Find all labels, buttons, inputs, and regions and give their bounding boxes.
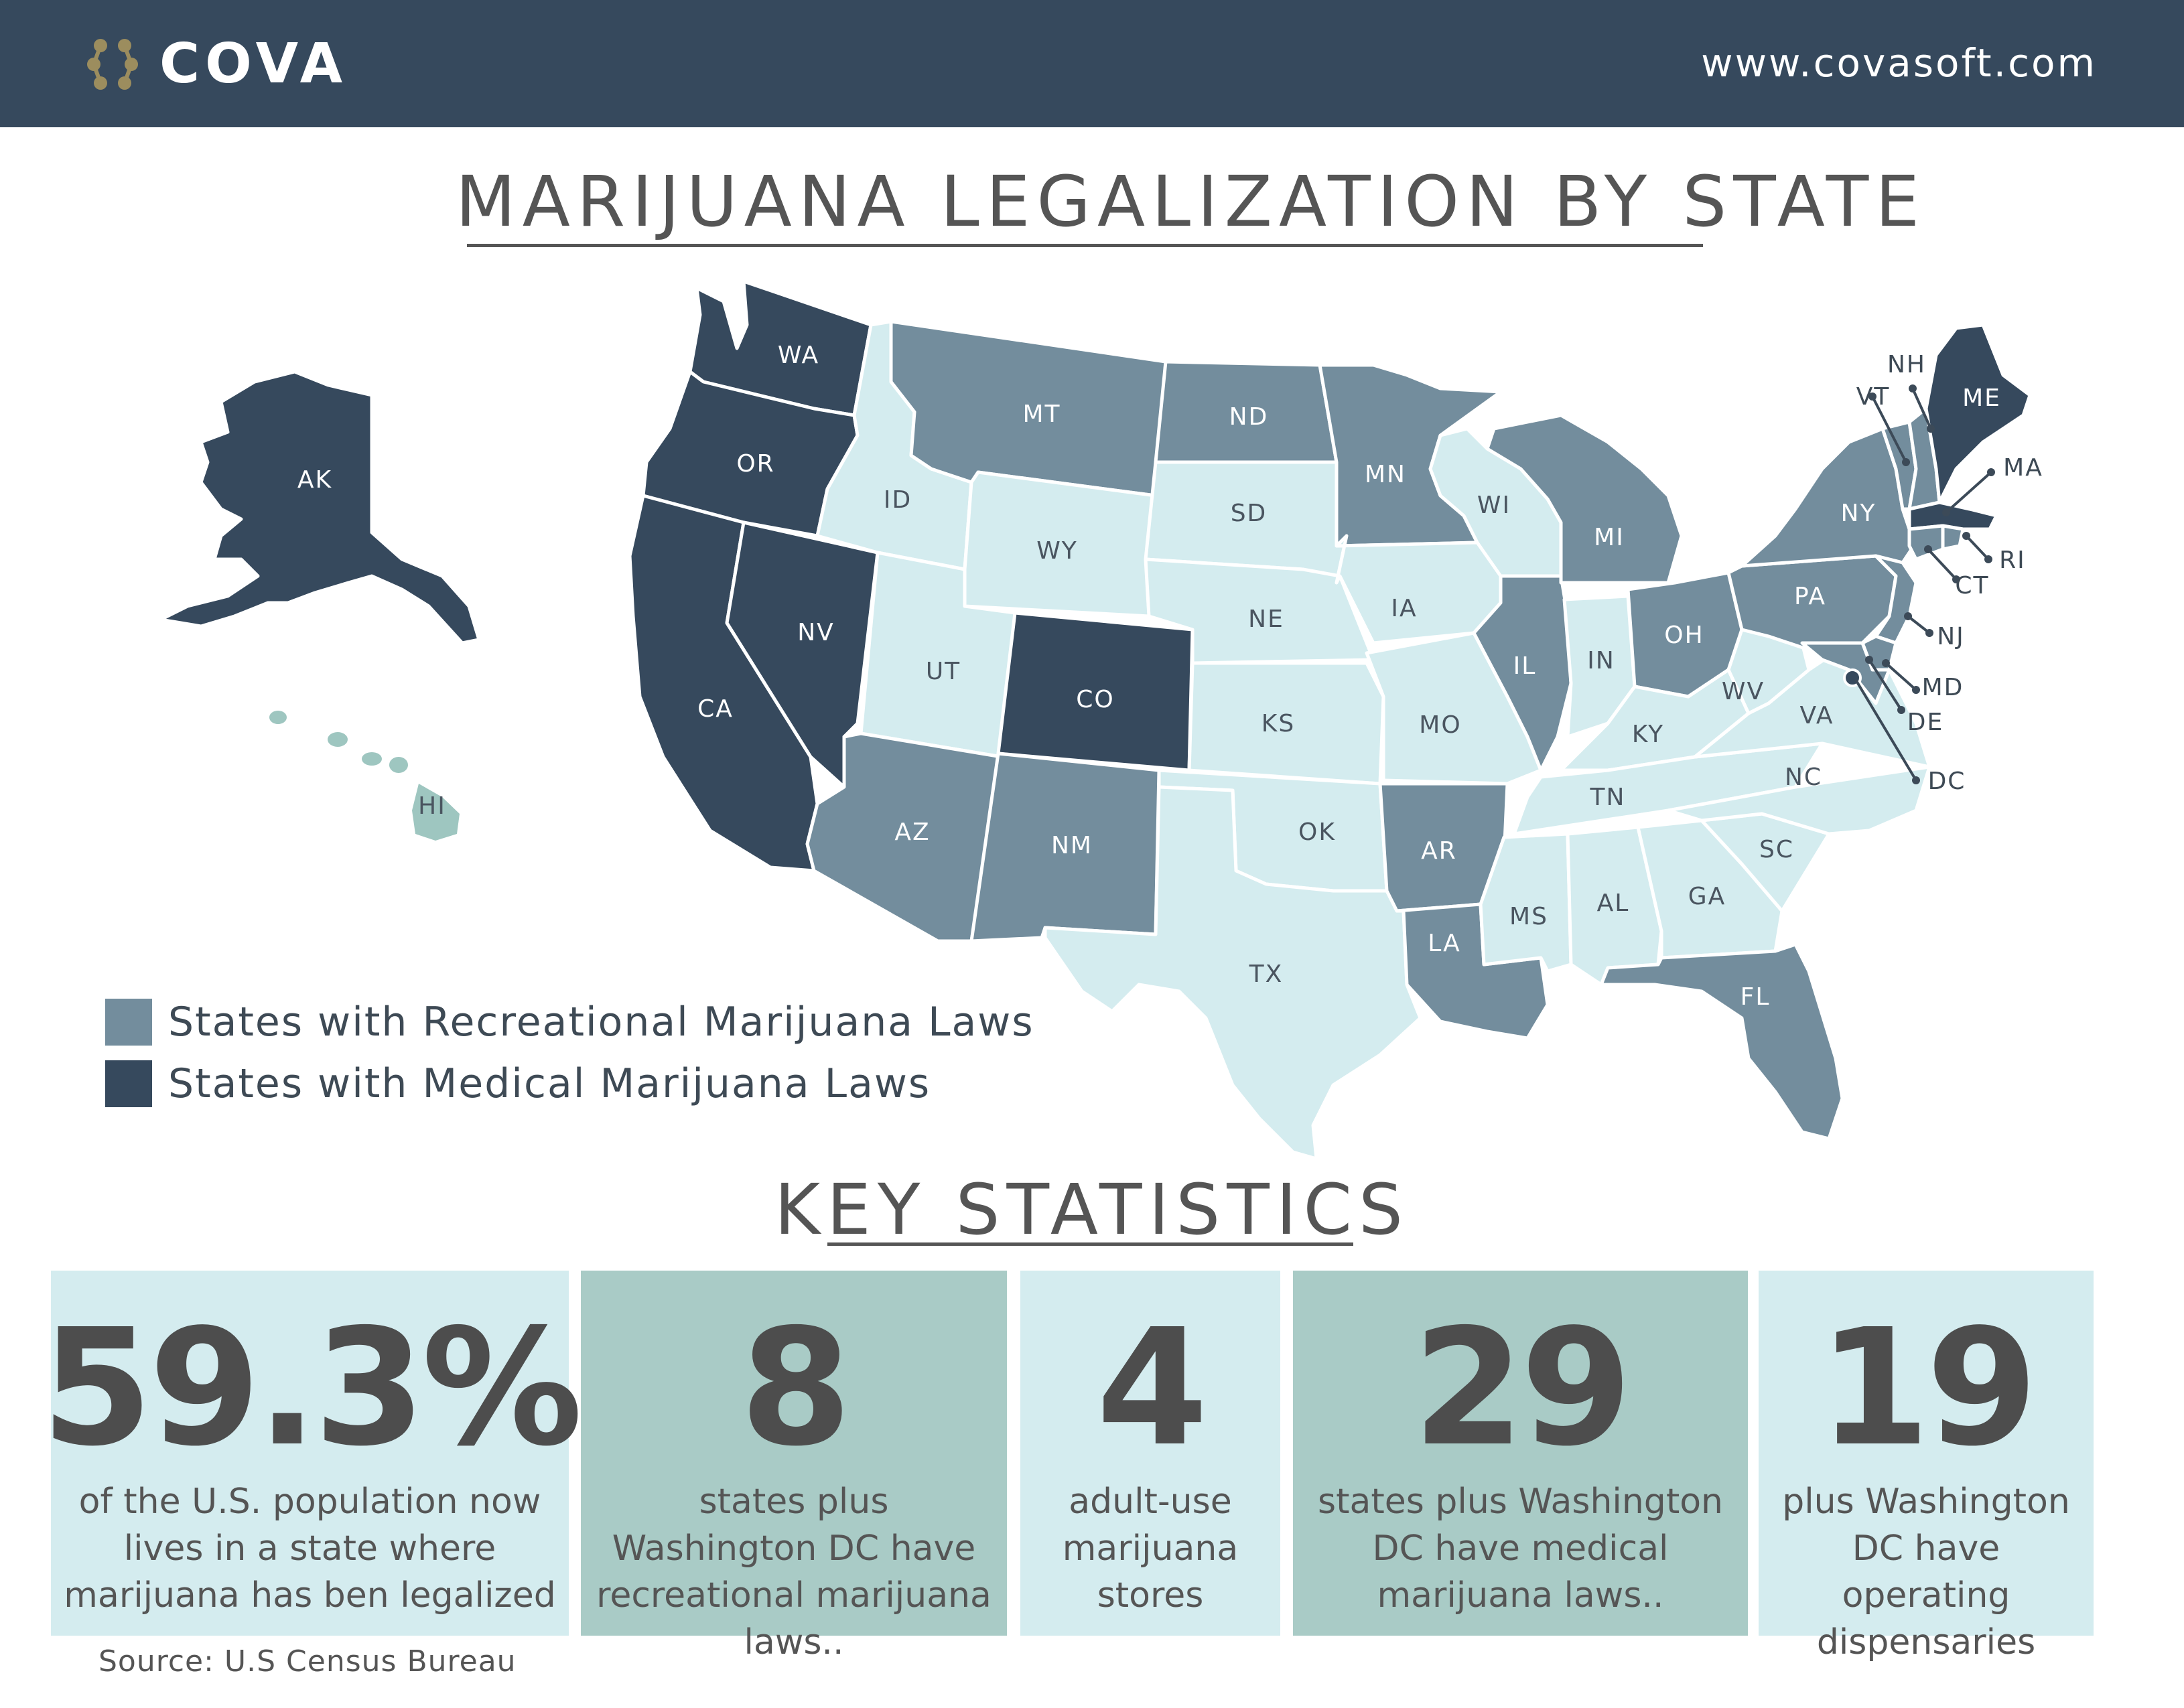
label-SD: SD — [1231, 500, 1268, 527]
label-MD: MD — [1922, 674, 1964, 701]
label-HI: HI — [418, 792, 446, 820]
label-TN: TN — [1590, 784, 1626, 811]
title-underline — [467, 244, 1703, 247]
label-ID: ID — [884, 486, 912, 514]
state-ME — [1924, 323, 2032, 504]
state-HI — [269, 711, 460, 841]
stat-value: 8 — [740, 1294, 852, 1482]
stat-description: plus Washington DC have operating dispen… — [1782, 1482, 2070, 1662]
label-DE: DE — [1907, 709, 1943, 736]
label-TX: TX — [1249, 960, 1284, 988]
state-FL — [1599, 942, 1844, 1141]
state-NC — [1666, 765, 1931, 836]
stat-card: 29 states plus Washington DC have medica… — [1293, 1271, 1748, 1636]
stat-card: 19 plus Washington DC have operating dis… — [1759, 1271, 2094, 1662]
label-CT: CT — [1955, 572, 1989, 599]
leader-lines — [1854, 384, 1995, 784]
key-statistics-heading: KEY STATISTICS — [774, 1169, 1410, 1251]
label-NC: NC — [1785, 764, 1822, 791]
label-LA: LA — [1428, 930, 1461, 957]
label-AL: AL — [1597, 889, 1630, 917]
state-TX — [1043, 785, 1422, 1161]
label-WV: WV — [1722, 678, 1765, 705]
stat-description: states plus Washington DC have recreatio… — [596, 1482, 992, 1662]
state-MI — [1485, 413, 1684, 585]
label-OK: OK — [1298, 819, 1336, 846]
state-RI — [1941, 524, 1965, 551]
stats-row: 59.3% of the U.S. population now lives i… — [0, 1271, 2184, 1662]
cova-logo[interactable]: COVA — [80, 32, 348, 96]
legend-item-medical: States with Medical Marijuana Laws — [105, 1053, 1034, 1115]
label-RI: RI — [1999, 547, 2026, 574]
label-NH: NH — [1887, 351, 1926, 378]
state-CT — [1907, 524, 1945, 561]
label-WA: WA — [778, 342, 819, 369]
label-KY: KY — [1632, 721, 1664, 748]
label-MO: MO — [1419, 711, 1461, 739]
label-IA: IA — [1391, 595, 1417, 622]
label-ME: ME — [1962, 384, 2001, 412]
label-NE: NE — [1248, 606, 1284, 633]
label-AR: AR — [1421, 837, 1457, 865]
label-MT: MT — [1022, 401, 1061, 428]
stat-description: states plus Washington DC have medical m… — [1318, 1482, 1723, 1616]
label-IL: IL — [1513, 652, 1537, 680]
label-OR: OR — [736, 450, 774, 478]
us-map: AK HI WA OR CA NV ID MT WY UT AZ CO NM N… — [159, 279, 2043, 1161]
legend-item-recreational: States with Recreational Marijuana Laws — [105, 991, 1034, 1053]
label-WI: WI — [1477, 492, 1511, 519]
stat-card: 8 states plus Washington DC have recreat… — [581, 1271, 1007, 1662]
legend-swatch-medical — [105, 1060, 152, 1107]
label-GA: GA — [1688, 883, 1726, 910]
website-link[interactable]: www.covasoft.com — [1701, 40, 2097, 86]
legend-swatch-recreational — [105, 999, 152, 1046]
stat-value: 4 — [1096, 1294, 1209, 1482]
stat-card: 4 adult-use marijuana stores — [1020, 1271, 1280, 1636]
key-statistics-underline — [827, 1242, 1353, 1246]
stat-value: 19 — [1818, 1294, 2038, 1482]
label-ND: ND — [1229, 403, 1269, 431]
label-AZ: AZ — [894, 819, 930, 846]
label-WY: WY — [1036, 537, 1078, 565]
label-OH: OH — [1664, 622, 1704, 649]
label-FL: FL — [1741, 983, 1771, 1011]
label-MI: MI — [1594, 524, 1625, 551]
stat-value: 59.3% — [41, 1294, 583, 1482]
legend-label-recreational: States with Recreational Marijuana Laws — [168, 999, 1034, 1046]
label-MN: MN — [1365, 461, 1406, 488]
stat-value: 29 — [1412, 1294, 1633, 1482]
header-bar: COVA www.covasoft.com — [0, 0, 2184, 127]
stat-description: adult-use marijuana stores — [1062, 1482, 1239, 1616]
label-UT: UT — [926, 658, 961, 685]
label-AK: AK — [297, 466, 332, 494]
legend-label-medical: States with Medical Marijuana Laws — [168, 1060, 931, 1107]
label-NV: NV — [797, 619, 835, 646]
stat-card: 59.3% of the U.S. population now lives i… — [41, 1271, 583, 1636]
state-AK — [159, 370, 481, 645]
label-CA: CA — [697, 695, 734, 723]
brand-name: COVA — [159, 32, 348, 96]
label-IN: IN — [1587, 647, 1615, 674]
stat-description: of the U.S. population now lives in a st… — [64, 1482, 556, 1616]
state-labels: AK HI WA OR CA NV ID MT WY UT AZ CO NM N… — [297, 342, 2043, 1011]
page-title: MARIJUANA LEGALIZATION BY STATE — [456, 161, 1926, 242]
label-MA: MA — [2003, 454, 2043, 482]
label-MS: MS — [1509, 903, 1548, 930]
label-PA: PA — [1794, 583, 1826, 610]
label-VT: VT — [1856, 383, 1891, 411]
label-VA: VA — [1800, 702, 1834, 729]
cova-logo-icon — [87, 39, 138, 90]
label-KS: KS — [1261, 710, 1295, 737]
label-NY: NY — [1841, 500, 1876, 527]
label-DC: DC — [1928, 768, 1966, 795]
label-SC: SC — [1759, 836, 1794, 863]
source-note: Source: U.S Census Bureau — [98, 1644, 517, 1679]
label-NM: NM — [1051, 832, 1093, 859]
map-legend: States with Recreational Marijuana Laws … — [105, 991, 1034, 1115]
label-NJ: NJ — [1937, 623, 1965, 650]
label-CO: CO — [1076, 686, 1114, 713]
